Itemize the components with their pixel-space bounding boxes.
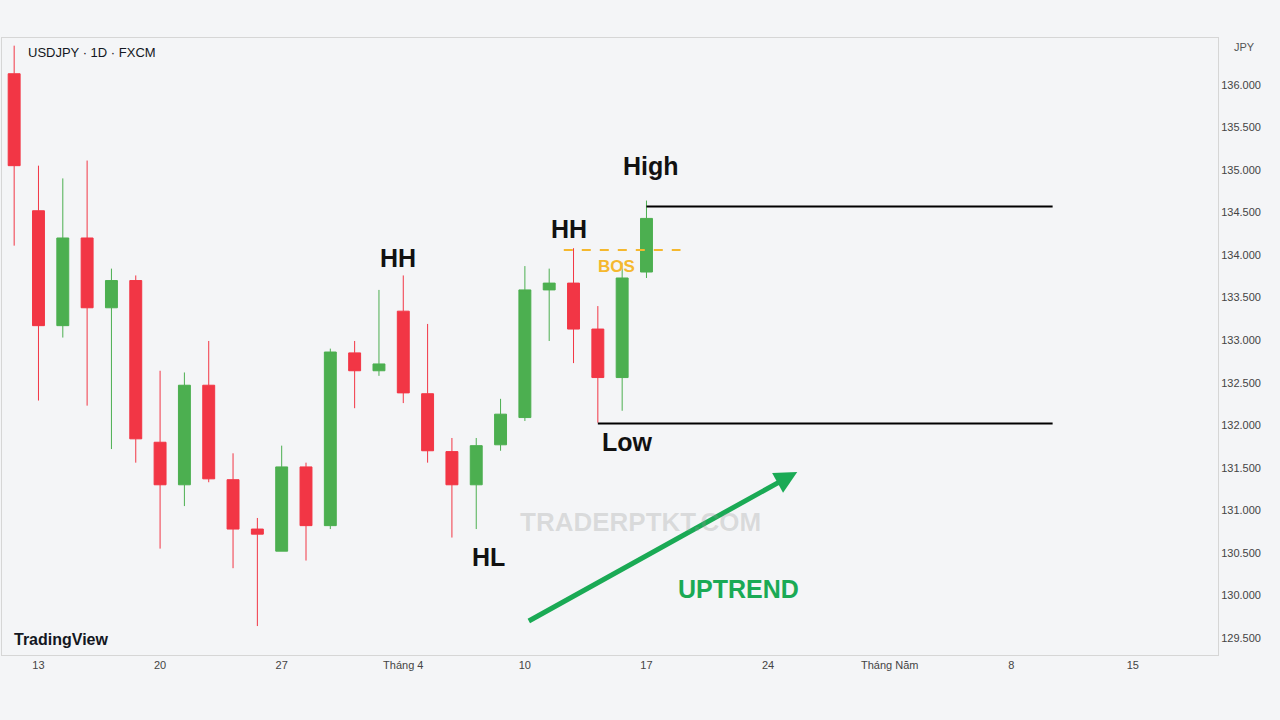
svg-text:135.500: 135.500 — [1221, 121, 1261, 133]
svg-text:BOS: BOS — [598, 257, 635, 276]
svg-text:10: 10 — [519, 659, 531, 671]
svg-text:27: 27 — [276, 659, 288, 671]
svg-text:TRADERPTKT.COM: TRADERPTKT.COM — [520, 507, 761, 537]
svg-text:20: 20 — [154, 659, 166, 671]
svg-text:Tháng 4: Tháng 4 — [383, 659, 423, 671]
svg-text:135.000: 135.000 — [1221, 164, 1261, 176]
svg-text:Tháng Năm: Tháng Năm — [861, 659, 918, 671]
svg-text:High: High — [623, 152, 679, 180]
svg-text:132.500: 132.500 — [1221, 377, 1261, 389]
svg-text:8: 8 — [1008, 659, 1014, 671]
svg-text:15: 15 — [1127, 659, 1139, 671]
svg-text:Low: Low — [602, 428, 653, 456]
svg-text:HL: HL — [472, 543, 505, 571]
svg-text:HH: HH — [551, 215, 587, 243]
svg-text:130.500: 130.500 — [1221, 547, 1261, 559]
svg-text:133.000: 133.000 — [1221, 334, 1261, 346]
svg-text:129.500: 129.500 — [1221, 632, 1261, 644]
svg-text:USDJPY · 1D · FXCM: USDJPY · 1D · FXCM — [28, 45, 156, 60]
svg-text:134.000: 134.000 — [1221, 249, 1261, 261]
svg-text:UPTREND: UPTREND — [678, 575, 799, 603]
svg-text:JPY: JPY — [1234, 41, 1255, 53]
svg-text:131.000: 131.000 — [1221, 504, 1261, 516]
svg-text:TradingView: TradingView — [14, 631, 109, 648]
svg-text:13: 13 — [32, 659, 44, 671]
svg-text:130.000: 130.000 — [1221, 589, 1261, 601]
svg-text:136.000: 136.000 — [1221, 79, 1261, 91]
svg-text:HH: HH — [380, 244, 416, 272]
svg-text:131.500: 131.500 — [1221, 462, 1261, 474]
svg-text:17: 17 — [640, 659, 652, 671]
svg-text:132.000: 132.000 — [1221, 419, 1261, 431]
svg-text:24: 24 — [762, 659, 774, 671]
svg-text:134.500: 134.500 — [1221, 206, 1261, 218]
svg-text:133.500: 133.500 — [1221, 291, 1261, 303]
